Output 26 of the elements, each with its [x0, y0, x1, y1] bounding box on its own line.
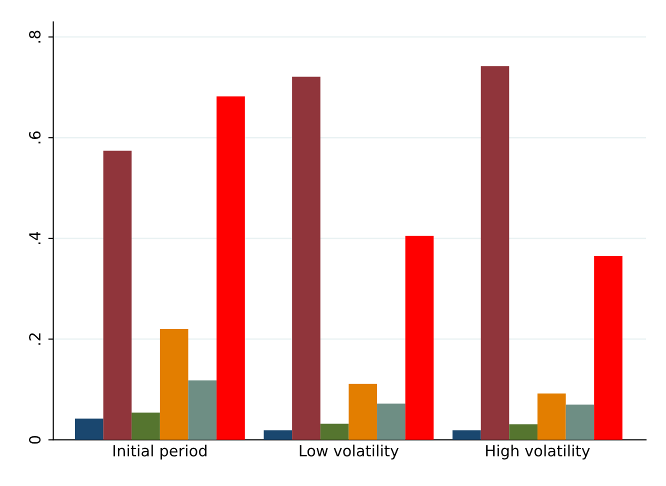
bar — [566, 404, 594, 440]
bar — [348, 384, 378, 440]
x-tick-label: Low volatility — [300, 444, 399, 460]
y-tick-label: 0 — [29, 436, 41, 444]
bar — [292, 76, 320, 440]
bar — [320, 424, 349, 440]
bar — [132, 412, 160, 440]
x-tick-label: Initial period — [114, 444, 206, 460]
bar — [216, 96, 245, 440]
bar — [537, 394, 566, 440]
y-tick-label: .8 — [29, 30, 41, 43]
bar — [103, 150, 132, 440]
bar — [74, 418, 104, 440]
bar — [480, 66, 510, 440]
y-tick-label: .2 — [29, 333, 40, 345]
y-tick-label: .6 — [29, 131, 41, 144]
bar — [594, 256, 622, 440]
bar — [509, 424, 538, 440]
bar — [452, 430, 481, 440]
bar — [188, 380, 217, 440]
bar — [160, 329, 188, 440]
bar — [405, 236, 434, 440]
y-tick-label: .4 — [29, 232, 40, 244]
bar — [264, 430, 292, 440]
bar — [377, 404, 406, 440]
x-tick-label: High volatility — [486, 444, 590, 460]
